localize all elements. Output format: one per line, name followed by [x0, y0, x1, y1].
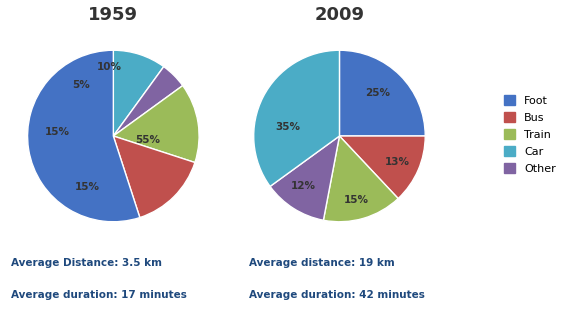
Text: 15%: 15% — [344, 195, 369, 205]
Text: Average duration: 42 minutes: Average duration: 42 minutes — [249, 290, 425, 300]
Title: 2009: 2009 — [315, 6, 365, 24]
Text: 15%: 15% — [75, 182, 100, 192]
Text: 35%: 35% — [276, 123, 301, 132]
Wedge shape — [113, 85, 199, 163]
Wedge shape — [270, 136, 340, 220]
Title: 1959: 1959 — [88, 6, 138, 24]
Text: 13%: 13% — [385, 157, 410, 167]
Text: 55%: 55% — [135, 135, 160, 145]
Wedge shape — [323, 136, 398, 222]
Text: 25%: 25% — [366, 88, 391, 98]
Wedge shape — [340, 50, 425, 136]
Text: Average distance: 19 km: Average distance: 19 km — [249, 258, 395, 268]
Text: 5%: 5% — [72, 80, 89, 90]
Wedge shape — [113, 67, 183, 136]
Wedge shape — [254, 50, 340, 187]
Text: 12%: 12% — [291, 181, 316, 191]
Wedge shape — [113, 50, 164, 136]
Text: 10%: 10% — [97, 62, 122, 72]
Wedge shape — [113, 136, 195, 218]
Wedge shape — [340, 136, 425, 198]
Text: 15%: 15% — [45, 127, 70, 137]
Text: Average duration: 17 minutes: Average duration: 17 minutes — [11, 290, 187, 300]
Legend: Foot, Bus, Train, Car, Other: Foot, Bus, Train, Car, Other — [500, 91, 560, 178]
Wedge shape — [28, 50, 140, 222]
Text: Average Distance: 3.5 km: Average Distance: 3.5 km — [11, 258, 162, 268]
